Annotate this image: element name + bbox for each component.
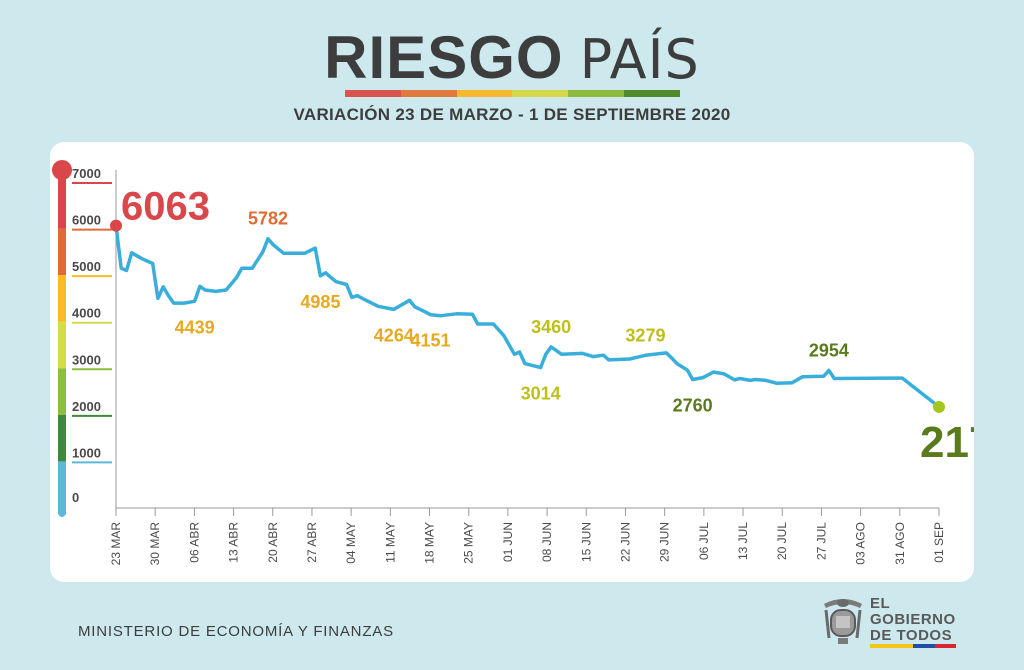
start-point	[110, 219, 122, 232]
x-tick-label: 31 AGO	[893, 522, 907, 565]
scale-top-stem	[58, 170, 66, 182]
data-label: 4264	[374, 325, 414, 345]
data-label: 3014	[521, 384, 561, 404]
x-tick-label: 13 ABR	[227, 522, 241, 563]
data-label: 2170	[920, 418, 974, 467]
y-tick-label: 2000	[72, 399, 101, 414]
coat-of-arms-icon	[824, 599, 862, 644]
data-label: 2760	[673, 395, 713, 415]
line-chart: 0 1000 2000 3000 4000 5000 6000 7000 23 MAR 30 MA…	[52, 160, 974, 566]
title-bar-segment	[345, 90, 401, 97]
data-label: 4985	[300, 292, 340, 312]
x-tick-label: 01 SEP	[932, 522, 946, 563]
y-tick-label: 4000	[72, 306, 101, 321]
footer-ministry: MINISTERIO DE ECONOMÍA Y FINANZAS	[78, 623, 394, 640]
logo-text: EL GOBIERNO DE TODOS	[870, 596, 956, 644]
x-tick-label: 06 JUL	[697, 522, 711, 560]
title-bar-segment	[400, 90, 457, 97]
data-label: 4439	[175, 317, 215, 337]
x-tick-label: 08 JUN	[540, 522, 554, 562]
title-bar-segment	[512, 90, 569, 97]
data-label: 5782	[248, 209, 288, 229]
scale-segment	[58, 414, 66, 462]
scale-segment	[58, 182, 66, 229]
end-point	[933, 400, 945, 413]
x-tick-label: 30 MAR	[148, 522, 162, 566]
x-tick-label: 20 JUL	[775, 522, 789, 560]
y-tick-label: 7000	[72, 166, 101, 181]
x-tick-label: 22 JUN	[618, 522, 632, 562]
logo-flag-stripe	[870, 644, 956, 648]
y-tick-label: 3000	[72, 352, 101, 367]
page-title: RIESGO PAÍS	[0, 18, 1024, 100]
data-label: 3279	[625, 325, 665, 345]
scale-segment	[58, 321, 66, 369]
x-tick-label: 01 JUN	[501, 522, 515, 562]
y-tick-label: 5000	[72, 259, 101, 274]
data-label: 6063	[121, 185, 210, 229]
x-tick-label: 15 JUN	[579, 522, 593, 562]
x-tick-label: 13 JUL	[736, 522, 750, 560]
title-color-bar	[345, 90, 680, 97]
y-tick-label: 0	[72, 490, 79, 505]
data-label: 2954	[809, 340, 849, 360]
x-tick-label: 27 ABR	[305, 522, 319, 563]
scale-bottom-cap	[58, 508, 66, 517]
x-tick-label: 04 MAY	[344, 522, 358, 564]
title-bar-segment	[456, 90, 513, 97]
logo-line-2: GOBIERNO	[870, 611, 956, 628]
x-tick-label: 03 AGO	[854, 522, 868, 565]
scale-segment	[58, 368, 66, 415]
chart-card: 0 1000 2000 3000 4000 5000 6000 7000 23 MAR 30 MA…	[50, 142, 974, 582]
scale-segment	[58, 461, 66, 508]
scale-segment	[58, 275, 66, 322]
scale-segment	[58, 228, 66, 276]
x-tick-label: 18 MAY	[423, 522, 437, 564]
data-label: 4151	[410, 331, 450, 351]
data-label: 3460	[531, 317, 571, 337]
y-tick-label: 6000	[72, 213, 101, 228]
title-bold: RIESGO	[324, 24, 564, 91]
x-tick-label: 06 ABR	[187, 522, 201, 563]
x-tick-label: 23 MAR	[109, 522, 123, 566]
logo-line-3: DE TODOS	[870, 627, 953, 644]
subtitle: VARIACIÓN 23 DE MARZO - 1 DE SEPTIEMBRE …	[293, 105, 731, 124]
series-line	[114, 225, 941, 409]
title-light: PAÍS	[579, 28, 700, 91]
x-tick-label: 29 JUN	[658, 522, 672, 562]
y-tick-label: 1000	[72, 445, 101, 460]
x-tick-label: 25 MAY	[462, 522, 476, 564]
x-tick-label: 27 JUL	[814, 522, 828, 560]
government-logo: EL GOBIERNO DE TODOS	[820, 592, 970, 652]
x-tick-label: 11 MAY	[383, 522, 397, 563]
logo-line-1: EL	[870, 595, 891, 612]
title-bar-segment	[624, 90, 680, 97]
title-bar-segment	[568, 90, 625, 97]
x-tick-label: 20 ABR	[266, 522, 280, 563]
